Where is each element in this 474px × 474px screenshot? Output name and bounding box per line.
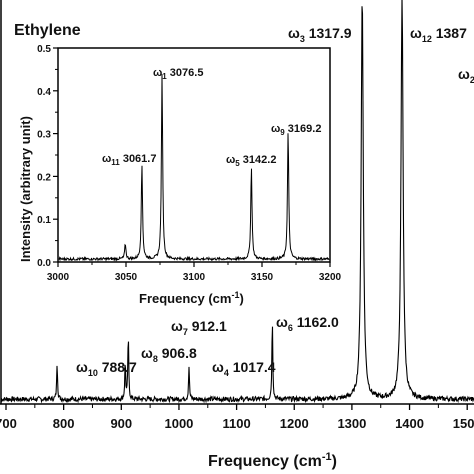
main-x-tick-label: 900 [110,416,132,431]
inset-y-tick-label: 0.5 [37,44,51,55]
main-x-tick-label: 1000 [164,416,193,431]
main-peak-labels: ω10 788.7ω8 906.8 ω7 912.1 ω4 1017.4 ω6 116… [76,25,474,378]
inset-peak-label: ω9 3169.2 [271,123,321,137]
main-peak-label: ω6 1162.0 [276,314,339,333]
inset-x-tick-label: 3150 [251,272,274,283]
inset-peak-labels: ω11 3061.7 ω1 3076.5 ω5 3142.2 ω9 3169.2 [102,67,321,168]
inset-x-tick-label: 3050 [115,272,138,283]
main-x-tick-label: 1100 [222,416,250,431]
inset-chart: 3000 3050 3100 3150 3200 0.0 0.1 0.2 0.3 0.4 0.5 ω… [18,44,342,306]
main-peak-label: ω10 788.7 [76,359,137,378]
main-x-ticks: 700 800 900 1000 1100 1200 1300 1400 1500 [0,404,474,431]
inset-x-tick-label: 3000 [47,272,70,283]
main-peak-label: ω4 1017.4 [212,359,276,378]
inset-ticks: 3000 3050 3100 3150 3200 0.0 0.1 0.2 0.3 0.4 0.5 [37,44,341,283]
main-peak-label: ω3 1317.9 [288,25,352,44]
inset-y-tick-label: 0.4 [37,87,51,98]
inset-peak-label: ω11 3061.7 [102,153,156,167]
main-x-axis-label: Frequency (cm-1) [208,451,337,470]
inset-y-tick-label: 0.3 [37,130,51,141]
inset-x-axis-label: Frequency (cm-1) [139,290,244,306]
inset-frame [57,47,331,263]
inset-y-axis-label: Intensity (arbitrary unit) [18,116,33,262]
main-x-tick-label: 800 [53,416,75,431]
inset-x-tick-label: 3200 [319,272,342,283]
main-spectrum-line [0,0,474,404]
main-peak-label: ω12 1387 [410,25,467,44]
main-x-tick-label: 1300 [337,416,366,431]
main-x-tick-label: 1400 [395,416,424,431]
main-title: Ethylene [14,22,81,39]
inset-peak-label: ω5 3142.2 [226,154,276,168]
main-peak-label: ω8 906.8 [141,345,197,364]
main-peak-label: ω7 912.1 [171,318,227,337]
main-x-tick-label: 1500 [453,416,474,431]
main-x-tick-label: 1200 [280,416,309,431]
inset-y-tick-label: 0.2 [37,172,51,183]
inset-y-tick-label: 0.0 [37,258,51,269]
main-x-tick-label: 700 [0,416,17,431]
inset-x-tick-label: 3100 [183,272,206,283]
main-peak-label: ω2 [458,66,474,85]
inset-peak-label: ω1 3076.5 [153,67,203,81]
inset-spectrum-line [58,74,330,263]
inset-y-tick-label: 0.1 [37,215,51,226]
